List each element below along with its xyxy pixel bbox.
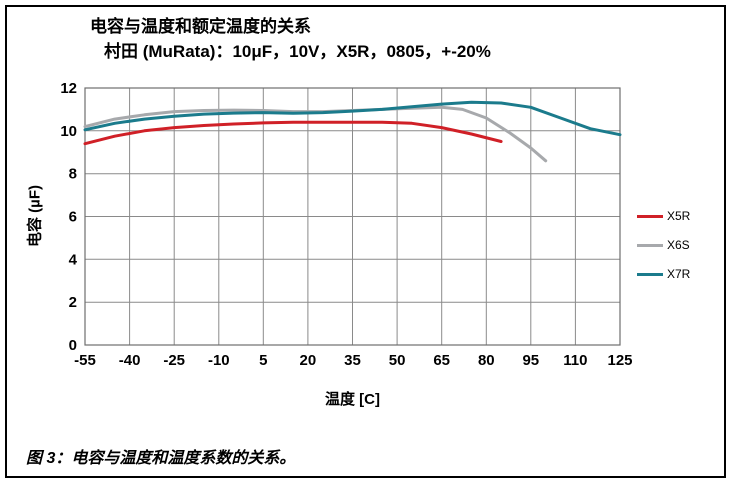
capacitance-temperature-chart: -55 -40 -25 -10 5 20 35 50 65 80 95 110 125 0 2 4 6 8 10 12	[60, 80, 632, 369]
legend-label-x6s: X6S	[667, 238, 690, 252]
svg-text:50: 50	[389, 352, 406, 369]
figure-border	[5, 5, 726, 478]
legend-item-x5r: X5R	[637, 207, 690, 225]
legend-item-x7r: X7R	[637, 265, 690, 283]
svg-text:-55: -55	[74, 352, 96, 369]
figure-caption: 图 3：电容与温度和温度系数的关系。	[26, 450, 296, 467]
svg-text:110: 110	[563, 352, 587, 369]
svg-text:5: 5	[259, 352, 267, 369]
svg-text:20: 20	[300, 352, 317, 369]
svg-text:80: 80	[478, 352, 495, 369]
svg-text:8: 8	[69, 166, 77, 183]
svg-text:65: 65	[433, 352, 450, 369]
legend-item-x6s: X6S	[637, 236, 690, 254]
legend-label-x5r: X5R	[667, 209, 691, 223]
svg-text:4: 4	[69, 251, 78, 268]
svg-text:-10: -10	[208, 352, 230, 369]
legend-label-x7r: X7R	[667, 267, 691, 281]
svg-text:-40: -40	[119, 352, 141, 369]
chart-legend: X5R X6S X7R	[637, 207, 690, 294]
chart-title: 电容与温度和额定温度的关系	[90, 17, 311, 36]
svg-text:2: 2	[69, 294, 77, 311]
svg-text:125: 125	[607, 352, 632, 369]
svg-text:95: 95	[522, 352, 539, 369]
chart-subtitle: 村田 (MuRata)：10μF，10V，X5R，0805，+-20%	[104, 42, 491, 61]
svg-text:0: 0	[69, 337, 77, 354]
x6s-line-swatch	[637, 243, 663, 247]
x-axis-label: 温度 [C]	[325, 391, 380, 408]
x7r-line-swatch	[637, 272, 663, 276]
svg-text:12: 12	[60, 80, 77, 97]
x5r-line-swatch	[637, 214, 663, 218]
svg-text:-25: -25	[163, 352, 185, 369]
svg-text:35: 35	[344, 352, 361, 369]
svg-text:6: 6	[69, 209, 77, 226]
y-axis-label: 电容 (µF)	[26, 185, 44, 247]
svg-text:10: 10	[60, 123, 77, 140]
